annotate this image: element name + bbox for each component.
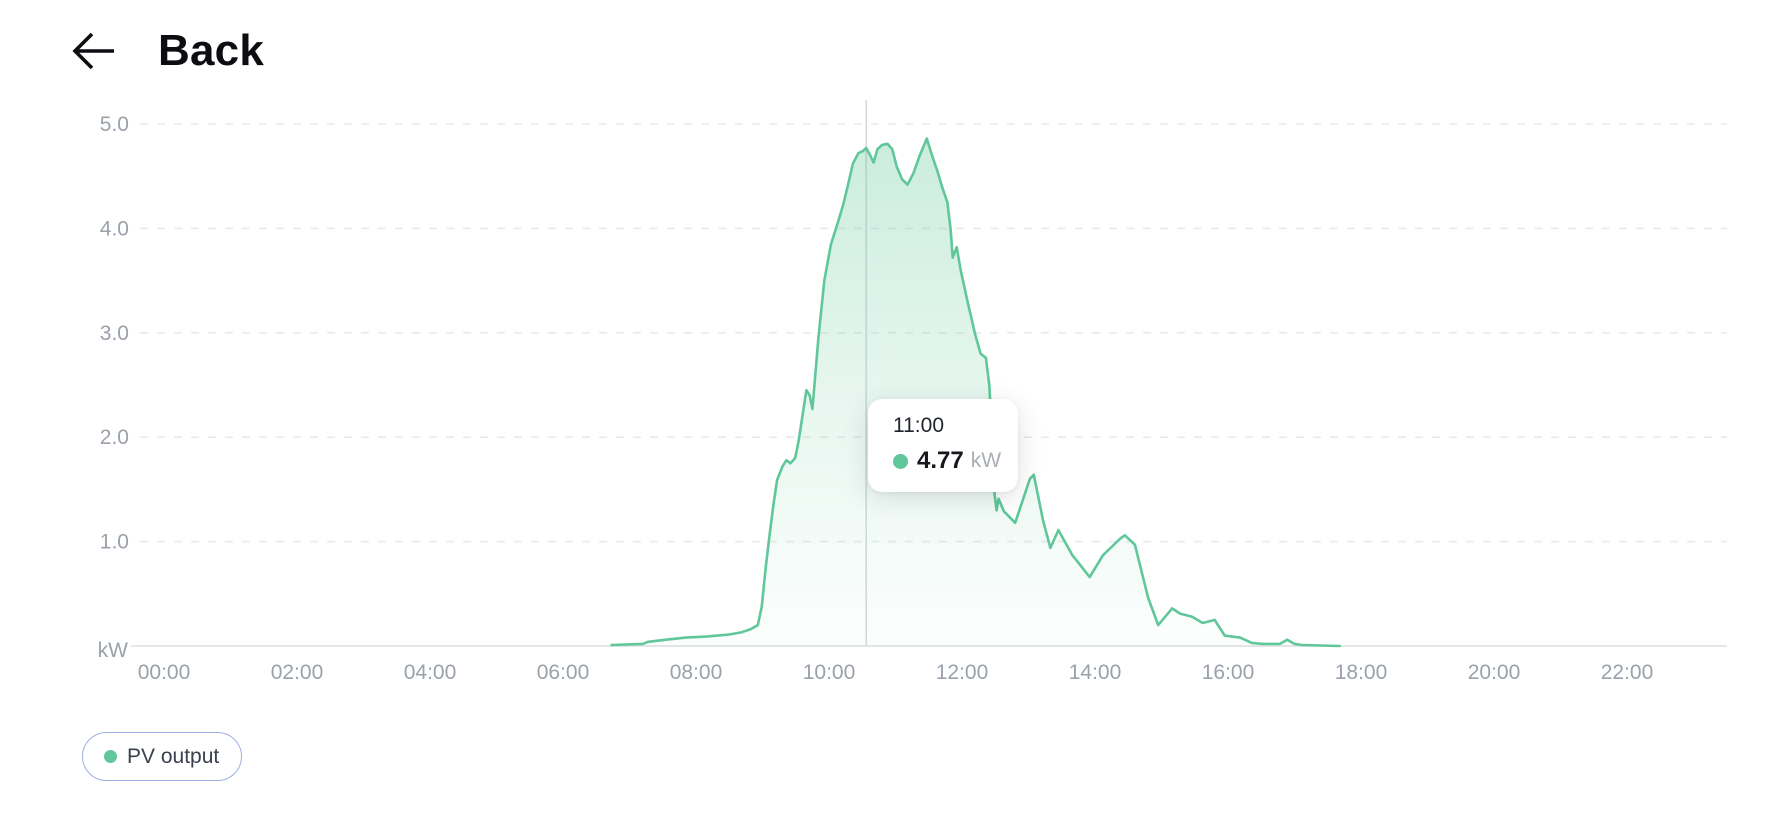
x-axis-tick-label: 12:00: [936, 661, 989, 684]
legend-label: PV output: [127, 744, 220, 768]
x-axis-tick-label: 06:00: [537, 661, 590, 684]
y-axis-unit-label: kW: [98, 639, 129, 662]
y-axis-tick-label: 2.0: [100, 426, 129, 449]
tooltip-time: 11:00: [893, 414, 944, 437]
back-title[interactable]: Back: [158, 26, 264, 75]
pv-output-series-line[interactable]: [610, 137, 1341, 648]
y-axis-tick-label: 1.0: [100, 531, 129, 554]
pv-output-area-fill: [611, 138, 1340, 646]
x-axis-tick-label: 22:00: [1601, 661, 1654, 684]
tooltip-series-dot-icon: [893, 453, 908, 469]
y-axis-tick-label: 4.0: [100, 217, 129, 240]
x-axis-tick-label: 10:00: [803, 661, 856, 684]
tooltip-unit: kW: [970, 449, 1002, 472]
legend-item-pv-output[interactable]: PV output: [82, 732, 243, 781]
x-axis-tick-label: 16:00: [1202, 661, 1255, 684]
y-axis-tick-label: 3.0: [100, 322, 129, 345]
back-header: Back: [68, 26, 264, 76]
legend: PV output: [82, 732, 243, 781]
legend-dot-icon: [104, 750, 117, 763]
x-axis-tick-label: 20:00: [1468, 661, 1521, 684]
x-axis-tick-label: 04:00: [404, 661, 457, 684]
x-axis-tick-label: 18:00: [1335, 661, 1388, 684]
chart-tooltip: 11:00 4.77 kW: [868, 399, 1018, 492]
x-axis-tick-label: 08:00: [670, 661, 723, 684]
x-axis-tick-label: 02:00: [271, 661, 324, 684]
x-axis-tick-label: 14:00: [1069, 661, 1122, 684]
y-axis-tick-label: 5.0: [100, 113, 129, 136]
x-axis-tick-label: 00:00: [138, 661, 191, 684]
tooltip-value: 4.77: [917, 447, 964, 474]
back-arrow-icon[interactable]: [68, 29, 120, 73]
tooltip-value-row: 4.77 kW: [893, 447, 1018, 475]
